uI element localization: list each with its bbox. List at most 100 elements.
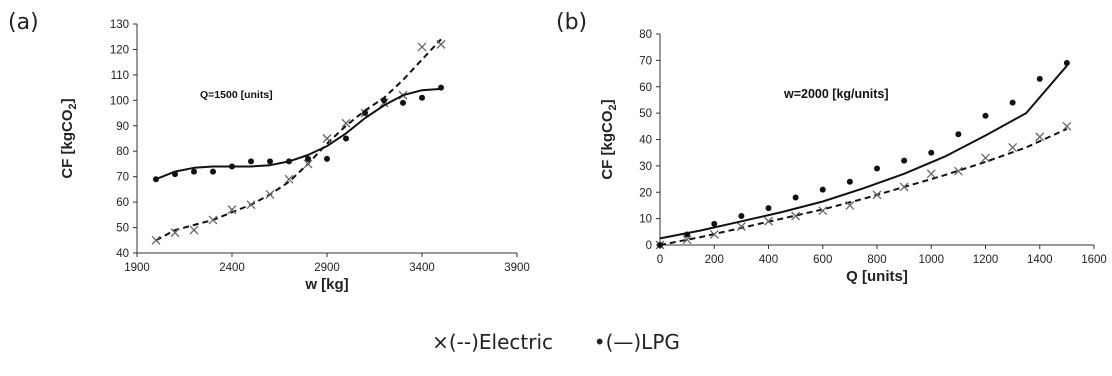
chart-b-lpg-point [684,231,691,238]
chart-a-y-tick-label: 50 [116,223,129,235]
chart-b-y-axis-title: CF [kgCO2] [599,99,619,179]
chart-a-y-tick-label: 110 [111,70,129,82]
chart-a-lpg-point [324,155,330,162]
chart-a-lpg-point [438,84,444,91]
chart-b-lpg-point [955,131,962,138]
chart-b-electric-point [764,216,773,226]
chart-b-x-tick-label: 1200 [973,254,999,266]
chart-a-electric-point [265,190,275,199]
legend: ×(--)Electric •(—)LPG [0,330,1112,354]
chart-a-lpg-point [419,94,425,101]
chart-b-lpg-point [901,157,908,164]
chart-b-lpg-point [1036,75,1043,82]
legend-lpg-label: LPG [641,330,680,354]
electric-marker-icon: × [432,330,449,354]
chart-b-x-tick-label: 800 [867,254,886,266]
chart-b-electric-point [899,182,909,192]
chart-b-lpg-point [819,186,826,193]
chart-b-x-tick-label: 1400 [1027,254,1053,266]
chart-b-electric-point [791,211,801,221]
chart-b-x-tick-label: 600 [813,254,832,266]
chart-a-electric-fit-line [155,38,442,242]
panel-b-label: (b) [556,10,588,35]
chart-b-electric-point [1035,132,1045,142]
chart-a-lpg-point [286,158,292,165]
chart-a-electric-point [417,42,427,52]
chart-b-x-tick-label: 0 [657,254,663,266]
chart-b-electric-point [953,166,963,176]
legend-electric-label: Electric [478,330,554,354]
chart-a-lpg-fit-line [155,87,442,181]
chart-a-x-tick-label: 1900 [124,262,150,274]
chart-a-y-tick-label: 70 [116,172,129,184]
chart-b-y-tick-label: 60 [639,82,652,94]
chart-a-electric-point [208,215,218,225]
chart-b-lpg-point [928,149,935,156]
chart-b-y-tick-label: 50 [639,108,652,120]
chart-b-electric-point [981,153,990,163]
chart-a-electric-point [151,235,161,245]
chart-a-x-tick-label: 3900 [504,262,530,274]
chart-b-y-tick-label: 70 [639,55,652,67]
chart-b-lpg-point [765,205,772,212]
chart-a-lpg-point [191,168,197,175]
chart-a-electric-point [284,174,294,184]
chart-a-y-tick-label: 90 [116,121,129,133]
chart-b-lpg-point [711,220,718,227]
electric-line-icon: (--) [448,330,479,354]
chart-a-annotation: Q=1500 [units] [200,89,273,101]
chart-a-x-axis-title: w [kg] [304,276,348,293]
lpg-line-icon: (—) [605,330,642,354]
panel-a-label: (a) [8,10,39,35]
chart-b-x-tick-label: 200 [705,254,724,266]
chart-a-y-axis-title: CF [kgCO2] [59,98,79,178]
chart-b-annotation: w=2000 [kg/units] [783,87,889,101]
chart-b-electric-fit-line [659,127,1068,246]
chart-a-lpg-point [267,158,273,165]
chart-b-lpg-point [1009,99,1016,106]
chart-a-lpg-point [400,99,406,106]
chart-a-lpg-point [153,176,159,183]
chart-a-y-tick-label: 40 [116,248,129,260]
chart-b-y-tick-label: 80 [639,29,652,41]
chart-b-x-tick-label: 1000 [918,254,944,266]
chart-b-lpg-point [982,112,989,119]
chart-b-y-tick-label: 20 [639,187,652,199]
chart-a-lpg-point [248,158,254,165]
chart-a-y-tick-label: 100 [110,95,129,107]
chart-b-y-tick-label: 40 [639,135,652,147]
chart-b-lpg-point [874,165,880,172]
chart-a-electric-point [170,228,180,238]
chart-b-y-tick-label: 30 [639,161,652,173]
chart-a-lpg-point [305,155,311,162]
chart-b-x-tick-label: 400 [759,254,778,266]
chart-a-lpg-point [210,168,216,175]
chart-b-lpg-point [846,178,853,185]
chart-a-y-tick-label: 60 [116,197,129,209]
chart-b-electric-point [926,169,936,179]
chart-b-lpg-point [1063,60,1070,67]
chart-b-electric-point [1008,142,1018,152]
chart-b-x-tick-label: 1600 [1081,254,1107,266]
chart-b-electric-point [709,229,719,239]
chart-a-y-tick-label: 120 [110,44,129,56]
chart-a-lpg-point [381,97,387,104]
chart-b-electric-point [736,222,746,231]
chart-a-electric-point [189,225,199,235]
chart-a-electric-point [227,205,237,215]
chart-b-electric-point [872,190,882,200]
chart-a-electric-point [246,200,256,210]
chart-b-electric-point [845,200,855,210]
chart-b-lpg-point [657,242,663,248]
chart-a-lpg-point [343,135,349,142]
chart-b-lpg-point [738,212,745,219]
chart-a-electric-point [303,159,313,169]
chart-b-electric-point [682,235,692,245]
lpg-marker-icon: • [593,330,606,354]
chart-a-x-tick-label: 2400 [219,262,245,274]
chart-a-electric-point [341,118,351,128]
chart-a-lpg-point [229,163,235,170]
chart-a-x-tick-label: 2900 [314,262,340,274]
chart-a-electric-point [322,134,332,143]
